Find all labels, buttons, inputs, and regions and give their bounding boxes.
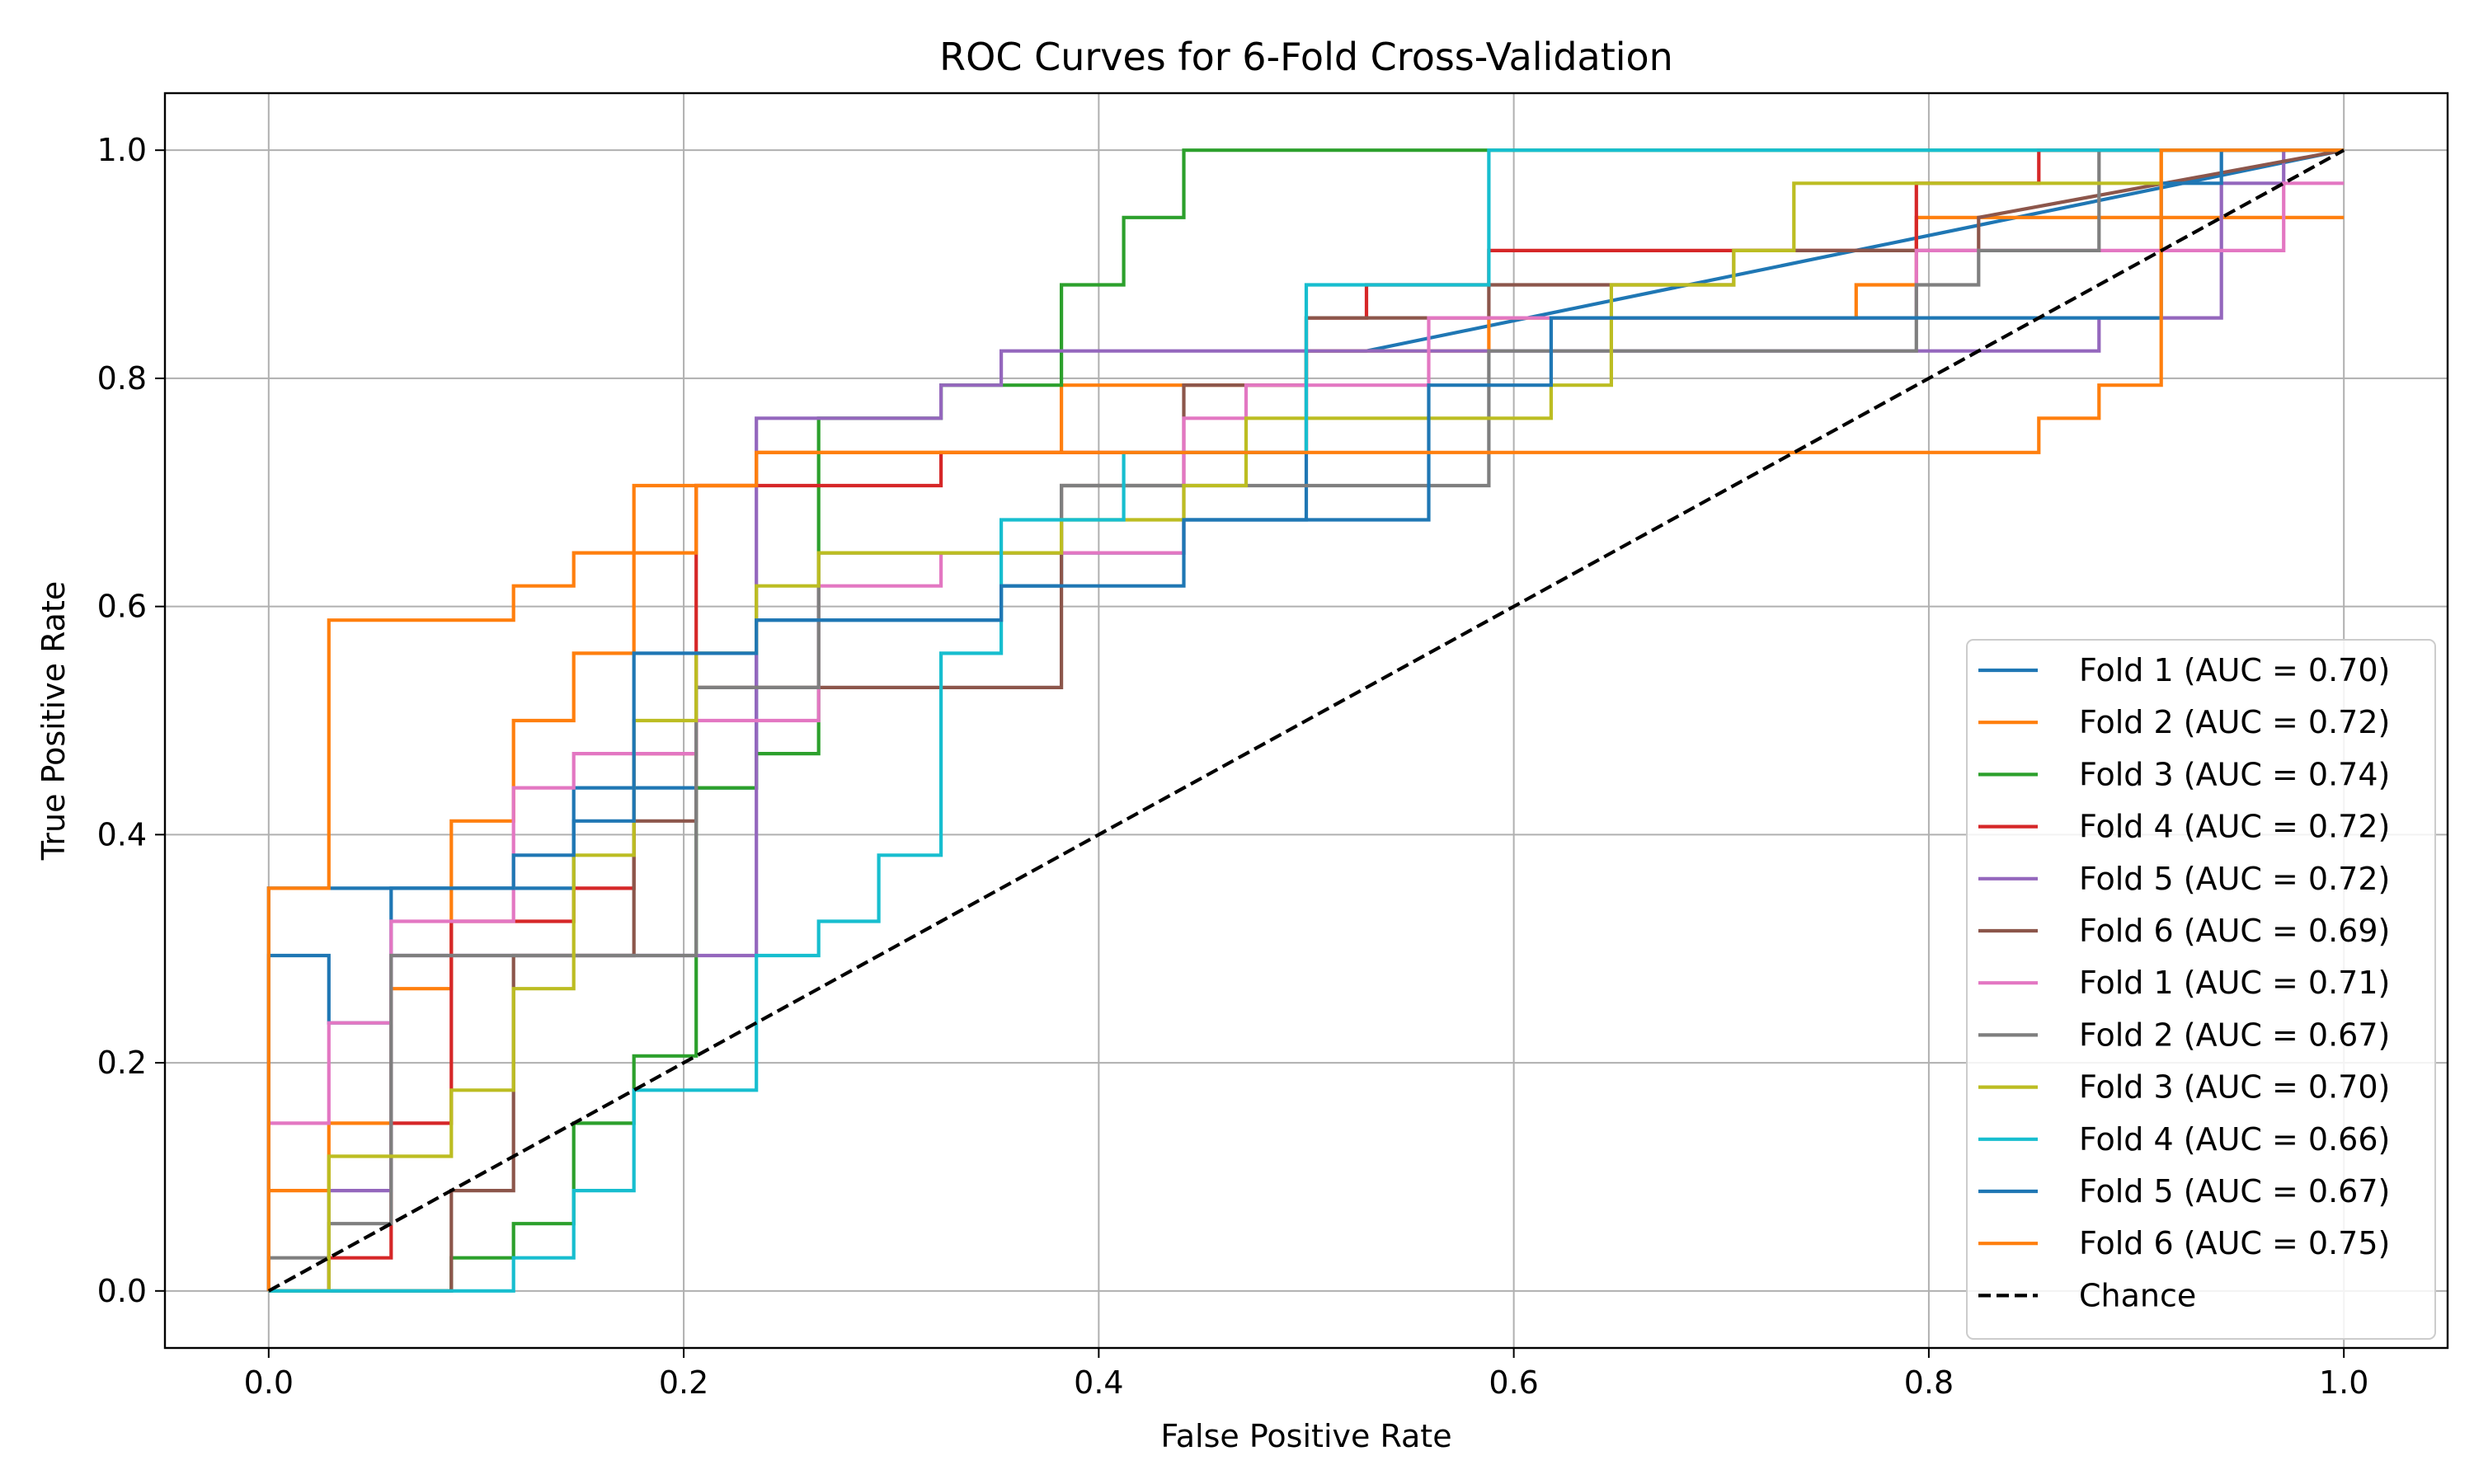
legend-label: Fold 1 (AUC = 0.70)	[2079, 652, 2390, 688]
plot-frame	[163, 92, 2449, 1350]
legend-label: Fold 2 (AUC = 0.72)	[2079, 704, 2390, 740]
x-tick-label: 1.0	[2319, 1364, 2368, 1401]
series-line-12	[266, 148, 2345, 1291]
legend-label: Fold 5 (AUC = 0.72)	[2079, 861, 2390, 897]
series-line-10	[268, 148, 2345, 1293]
x-tick-label: 0.4	[1074, 1364, 1123, 1401]
chance-line	[267, 148, 2345, 1293]
y-tick-label: 0.4	[97, 816, 147, 852]
legend-label: Fold 2 (AUC = 0.67)	[2079, 1017, 2390, 1053]
y-tick-label: 1.0	[97, 132, 147, 168]
y-axis-label: True Positive Rate	[35, 581, 72, 862]
legend-label: Fold 5 (AUC = 0.67)	[2079, 1173, 2390, 1209]
legend: Fold 1 (AUC = 0.70) Fold 2 (AUC = 0.72) Fo…	[1966, 639, 2436, 1340]
y-tick-label: 0.2	[97, 1045, 147, 1081]
legend-label: Fold 4 (AUC = 0.66)	[2079, 1121, 2390, 1158]
x-tick-label: 0.6	[1489, 1364, 1538, 1401]
ticks: 0.0 0.2 0.4 0.6 0.8 1.0 0.0 0.2 0.4 0.6 0.8 1.0	[97, 132, 2369, 1401]
legend-label: Fold 4 (AUC = 0.72)	[2079, 809, 2390, 845]
y-tick-label: 0.8	[97, 360, 147, 397]
x-axis-label: False Positive Rate	[1160, 1418, 1451, 1454]
legend-label: Fold 6 (AUC = 0.69)	[2079, 913, 2390, 949]
x-tick-label: 0.0	[244, 1364, 294, 1401]
series-line-9	[268, 148, 2345, 1293]
legend-box	[1966, 639, 2436, 1340]
chart-title: ROC Curves for 6-Fold Cross-Validation	[939, 35, 1673, 79]
legend-label: Fold 3 (AUC = 0.70)	[2079, 1069, 2390, 1106]
y-tick-label: 0.6	[97, 589, 147, 625]
legend-label: Chance	[2079, 1277, 2196, 1313]
legend-label: Fold 1 (AUC = 0.71)	[2079, 965, 2390, 1001]
legend-label: Fold 3 (AUC = 0.74)	[2079, 756, 2390, 792]
x-tick-label: 0.2	[659, 1364, 708, 1401]
y-tick-label: 0.0	[97, 1273, 147, 1309]
legend-label: Fold 6 (AUC = 0.75)	[2079, 1225, 2390, 1261]
x-tick-label: 0.8	[1904, 1364, 1954, 1401]
series-layer	[266, 148, 2345, 1293]
